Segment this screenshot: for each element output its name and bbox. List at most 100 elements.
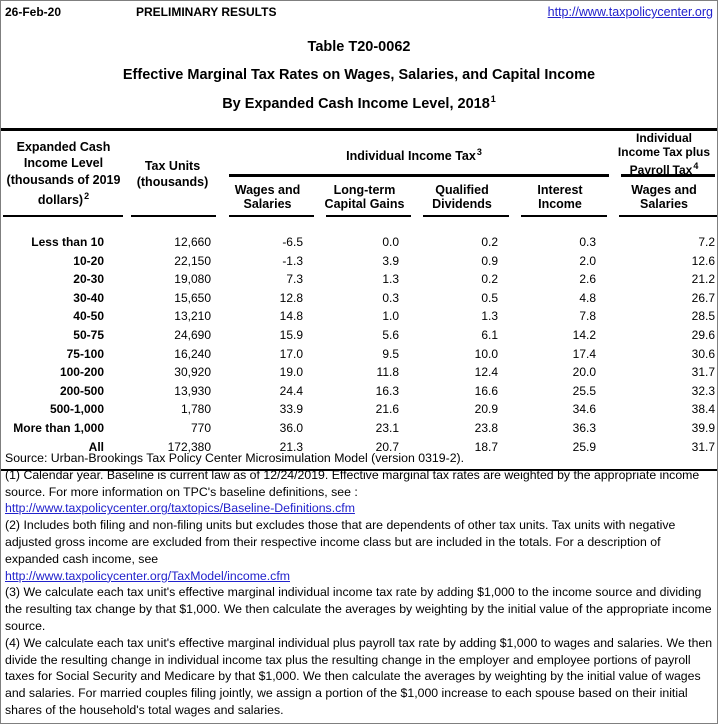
- cell-iit-interest: 17.4: [572, 346, 596, 361]
- cell-iit-ltcg: 0.0: [382, 235, 399, 249]
- cell-iit-qdiv: 10.0: [474, 346, 498, 361]
- tax-rates-table: Expanded Cash Income Level (thousands of…: [1, 128, 717, 471]
- table-row: Less than 10 12,660 -6.5 0.0 0.2 0.3 7.2: [1, 217, 717, 251]
- cell-iit-qdiv: 0.5: [481, 290, 498, 305]
- cell-tax-units: 15,650: [174, 290, 211, 305]
- cell-iitp-wages: 12.6: [691, 253, 715, 268]
- cell-iit-interest: 20.0: [572, 365, 596, 380]
- source-note: Source: Urban-Brookings Tax Policy Cente…: [5, 451, 465, 465]
- cell-tax-units: 13,930: [174, 383, 211, 398]
- cell-iit-ltcg: 1.3: [382, 272, 399, 287]
- cell-income-level: 200-500: [59, 383, 104, 398]
- cell-tax-units: 30,920: [174, 365, 211, 380]
- cell-iit-wages: 36.0: [279, 420, 303, 435]
- table-row: 75-100 16,240 17.0 9.5 10.0 17.4 30.6: [1, 344, 717, 363]
- cell-iit-wages: -6.5: [282, 235, 303, 249]
- cell-tax-units: 770: [190, 420, 211, 435]
- cell-iit-wages: -1.3: [282, 253, 303, 268]
- baseline-definitions-link[interactable]: http://www.taxpolicycenter.org/taxtopics…: [5, 501, 355, 516]
- table-body: Less than 10 12,660 -6.5 0.0 0.2 0.3 7.2…: [1, 217, 717, 470]
- table-subtitle: By Expanded Cash Income Level, 20181: [1, 94, 717, 112]
- header-tax-units: Tax Units (thousands): [126, 130, 219, 218]
- table-row: 20-30 19,080 7.3 1.3 0.2 2.6 21.2: [1, 270, 717, 289]
- subtitle-text: By Expanded Cash Income Level, 2018: [222, 95, 490, 112]
- cell-income-level: Less than 10: [31, 235, 104, 249]
- cell-tax-units: 19,080: [174, 272, 211, 287]
- header-iit-qualified-dividends: Qualified Dividends: [413, 177, 511, 217]
- cell-iit-interest: 7.8: [579, 309, 596, 324]
- taxpolicycenter-home-link[interactable]: http://www.taxpolicycenter.org: [547, 5, 713, 19]
- cell-iit-ltcg: 5.6: [382, 327, 399, 342]
- cell-iit-qdiv: 1.3: [481, 309, 498, 324]
- cell-iit-interest: 14.2: [572, 327, 596, 342]
- cell-iitp-wages: 28.5: [691, 309, 715, 324]
- footnote-1: (1) Calendar year. Baseline is current l…: [5, 467, 700, 499]
- cell-iit-wages: 24.4: [279, 383, 303, 398]
- cell-iit-qdiv: 20.9: [474, 402, 498, 417]
- footnotes-section: Source: Urban-Brookings Tax Policy Cente…: [1, 448, 717, 719]
- cell-iitp-wages: 39.9: [691, 420, 715, 435]
- header-iit-ltcg: Long-term Capital Gains: [316, 177, 413, 217]
- cell-iit-qdiv: 18.7: [474, 439, 498, 454]
- cell-income-level: 30-40: [73, 290, 104, 305]
- cell-iit-qdiv: 6.1: [481, 327, 498, 342]
- header-iit-wages-salaries: Wages and Salaries: [219, 177, 316, 217]
- cell-iit-interest: 36.3: [572, 420, 596, 435]
- cell-iit-interest: 34.6: [572, 402, 596, 417]
- preliminary-results-label: PRELIMINARY RESULTS: [136, 5, 277, 19]
- header-income-level-text: Expanded Cash Income Level (thousands of…: [6, 139, 121, 208]
- cell-iitp-wages: 38.4: [691, 402, 715, 417]
- table-row-all-totals: All 172,380 21.3 20.7 18.7 25.9 31.7: [1, 437, 717, 456]
- cell-iit-interest: 2.6: [579, 272, 596, 287]
- cell-iit-interest: 25.9: [572, 439, 596, 454]
- cell-iit-interest: 4.8: [579, 290, 596, 305]
- table-header: Expanded Cash Income Level (thousands of…: [1, 130, 717, 218]
- table-main-title: Effective Marginal Tax Rates on Wages, S…: [122, 67, 596, 83]
- cell-iit-interest: 25.5: [572, 383, 596, 398]
- cell-iit-ltcg: 9.5: [382, 346, 399, 361]
- cell-iit-qdiv: 0.2: [481, 235, 498, 249]
- header-tax-units-text: Tax Units (thousands): [136, 159, 209, 189]
- cell-income-level: More than 1,000: [13, 420, 104, 435]
- cell-iit-ltcg: 0.3: [382, 290, 399, 305]
- cell-iit-interest: 0.3: [579, 235, 596, 249]
- cell-iit-wages: 19.0: [279, 365, 303, 380]
- expanded-cash-income-link[interactable]: http://www.taxpolicycenter.org/TaxModel/…: [5, 568, 290, 583]
- footnote-2: (2) Includes both filing and non-filing …: [5, 518, 676, 566]
- cell-income-level: 500-1,000: [49, 402, 104, 417]
- cell-income-level: 100-200: [59, 365, 104, 380]
- header-income-level: Expanded Cash Income Level (thousands of…: [1, 130, 126, 218]
- report-date: 26-Feb-20: [5, 5, 62, 19]
- cell-iit-wages: 33.9: [279, 402, 303, 417]
- table-row: 50-75 24,690 15.9 5.6 6.1 14.2 29.6: [1, 325, 717, 344]
- cell-iit-wages: 14.8: [279, 309, 303, 324]
- header-iit-interest-income: Interest Income: [511, 177, 609, 217]
- cell-tax-units: 13,210: [174, 309, 211, 324]
- cell-tax-units: 24,690: [174, 327, 211, 342]
- table-number-title: Table T20-0062: [307, 39, 411, 55]
- cell-tax-units: 22,150: [174, 253, 211, 268]
- cell-income-level: All: [88, 439, 104, 454]
- table-row: 200-500 13,930 24.4 16.3 16.6 25.5 32.3: [1, 381, 717, 400]
- cell-iit-wages: 17.0: [279, 346, 303, 361]
- cell-iitp-wages: 26.7: [691, 290, 715, 305]
- cell-iit-wages: 12.8: [279, 290, 303, 305]
- cell-income-level: 20-30: [73, 272, 104, 287]
- header-iit-group-text: Individual Income Tax: [346, 149, 476, 164]
- cell-iit-qdiv: 12.4: [474, 365, 498, 380]
- header-payroll-wages-salaries: Wages and Salaries: [609, 177, 717, 217]
- cell-iit-ltcg: 3.9: [382, 253, 399, 268]
- cell-income-level: 75-100: [66, 346, 104, 361]
- cell-income-level: 40-50: [73, 309, 104, 324]
- cell-tax-units: 172,380: [167, 439, 211, 454]
- footnote-3: (3) We calculate each tax unit's effecti…: [5, 585, 712, 633]
- table-row: 500-1,000 1,780 33.9 21.6 20.9 34.6 38.4: [1, 400, 717, 419]
- table-row: 100-200 30,920 19.0 11.8 12.4 20.0 31.7: [1, 363, 717, 382]
- cell-iitp-wages: 32.3: [691, 383, 715, 398]
- cell-income-level: 10-20: [73, 253, 104, 268]
- table-row: 10-20 22,150 -1.3 3.9 0.9 2.0 12.6: [1, 251, 717, 270]
- table-row: More than 1,000 770 36.0 23.1 23.8 36.3 …: [1, 418, 717, 437]
- cell-tax-units: 12,660: [174, 235, 211, 249]
- cell-iitp-wages: 31.7: [691, 365, 715, 380]
